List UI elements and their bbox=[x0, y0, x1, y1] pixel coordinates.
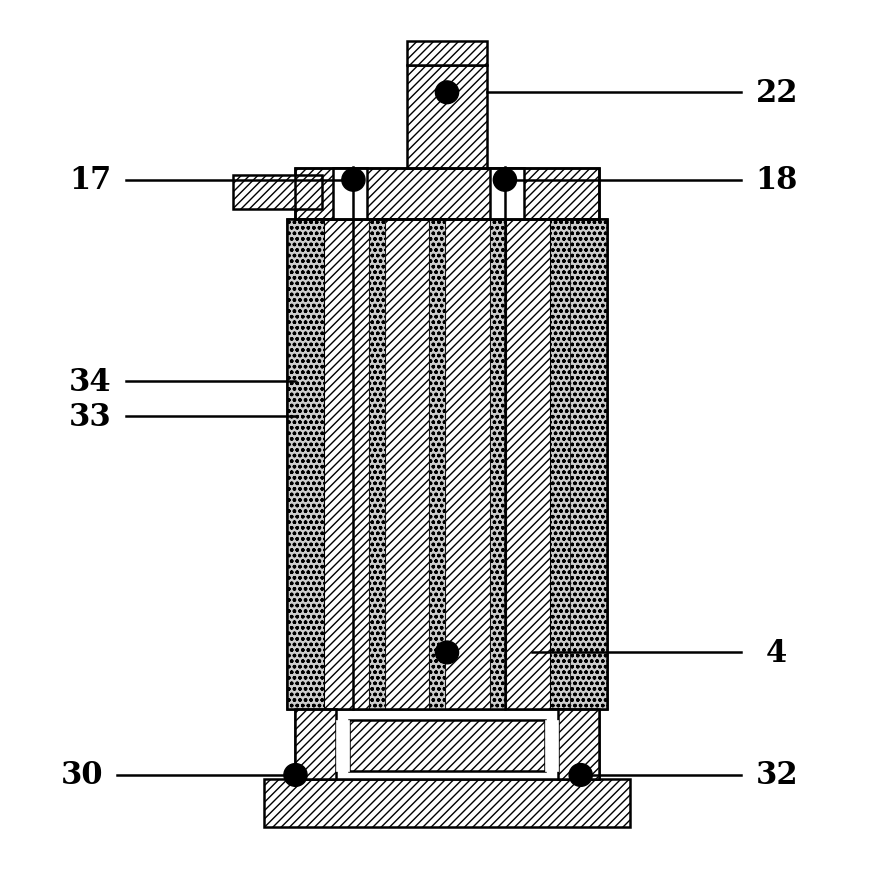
Text: 34: 34 bbox=[69, 367, 112, 397]
Bar bbox=[407, 41, 487, 66]
Bar bbox=[296, 709, 598, 780]
Bar bbox=[287, 220, 607, 709]
Bar bbox=[545, 720, 559, 771]
Bar bbox=[349, 720, 545, 771]
Bar bbox=[490, 169, 524, 220]
Text: 32: 32 bbox=[755, 759, 798, 790]
Circle shape bbox=[284, 764, 307, 787]
Bar bbox=[407, 66, 487, 169]
Bar bbox=[287, 220, 607, 709]
Bar bbox=[570, 220, 607, 709]
Bar bbox=[506, 220, 551, 709]
Circle shape bbox=[435, 82, 459, 104]
Text: 4: 4 bbox=[766, 638, 788, 668]
Bar bbox=[296, 169, 598, 220]
Bar bbox=[490, 169, 524, 220]
Bar bbox=[287, 220, 324, 709]
Circle shape bbox=[435, 641, 459, 664]
Bar bbox=[233, 176, 322, 210]
Bar bbox=[445, 220, 490, 709]
Bar bbox=[333, 169, 367, 220]
Bar bbox=[265, 780, 629, 828]
Bar bbox=[296, 169, 598, 220]
Bar bbox=[335, 720, 349, 771]
Bar bbox=[368, 220, 384, 709]
Circle shape bbox=[493, 169, 517, 192]
Bar bbox=[333, 169, 367, 220]
Circle shape bbox=[569, 764, 592, 787]
Bar bbox=[296, 709, 335, 780]
Text: 30: 30 bbox=[61, 759, 103, 790]
Text: 33: 33 bbox=[69, 401, 112, 432]
Bar bbox=[384, 220, 429, 709]
Bar bbox=[490, 220, 506, 709]
Text: 17: 17 bbox=[70, 165, 112, 196]
Bar bbox=[559, 709, 598, 780]
Circle shape bbox=[342, 169, 365, 192]
Text: 18: 18 bbox=[755, 165, 798, 196]
Bar bbox=[429, 220, 445, 709]
Text: 22: 22 bbox=[755, 78, 798, 109]
Bar bbox=[324, 220, 368, 709]
